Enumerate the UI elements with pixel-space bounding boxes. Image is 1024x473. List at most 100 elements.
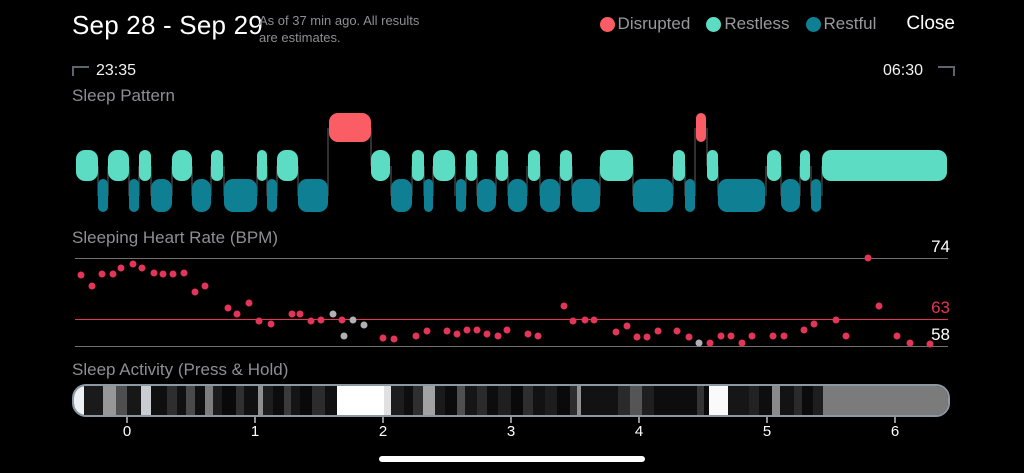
sleep-segment-restful [685,179,695,212]
hr-dot [727,332,735,340]
date-range-title: Sep 28 - Sep 29 [72,10,263,40]
activity-band [311,386,325,415]
activity-band [772,386,781,415]
hr-dot [443,327,451,335]
hr-dot-gray [695,339,703,347]
segment-connector [432,165,435,196]
hr-ref-label-63: 63 [931,297,950,317]
segment-connector [632,165,635,196]
sleep-segment-restless [107,150,129,181]
sleep-pattern-chart [70,108,950,214]
segment-connector [296,165,299,196]
sleep-segment-restless [822,150,948,181]
segment-connector [389,165,392,196]
activity-band [74,386,84,415]
activity-band [618,386,630,415]
segment-connector [559,165,562,196]
legend-item-restful: Restful [805,14,876,34]
hr-dot [191,288,199,296]
legend-label-disrupted: Disrupted [617,14,691,33]
hr-dot-gray [349,316,357,324]
activity-band [697,386,705,415]
sleep-activity-strip[interactable] [72,384,950,417]
activity-band [522,386,534,415]
axis-tick [894,417,896,423]
hr-dot [494,332,502,340]
hr-dot [685,333,693,341]
hr-dot [390,335,398,343]
hr-dot [706,339,714,347]
hr-ref-label-74: 74 [931,237,950,256]
sleep-segment-restless [256,150,268,181]
hr-dot [524,330,532,338]
sleep-segment-restless [707,150,718,181]
activity-band [391,386,404,415]
activity-band [283,386,291,415]
activity-band [486,386,499,415]
activity-band [103,386,116,415]
hr-dot [581,316,589,324]
activity-band [758,386,773,415]
segment-connector [149,165,152,196]
segment-connector [256,165,258,196]
hr-dot [780,332,788,340]
hr-dot [893,332,901,340]
hr-dot [224,304,232,312]
hr-dot [98,270,106,278]
activity-band [324,386,338,415]
hr-ref-line-63 [75,318,948,320]
hr-dot [307,317,315,325]
hr-ref-line-74 [75,258,948,259]
activity-band [235,386,244,415]
hr-dot [623,322,631,330]
sleep-segment-restful [781,179,801,212]
axis-tick [254,417,256,423]
activity-band [403,386,414,415]
segment-connector [137,165,140,196]
activity-band [813,386,824,415]
activity-band [177,386,187,415]
activity-band [641,386,655,415]
sleep-segment-restless [800,150,811,181]
hr-dot [590,316,598,324]
sleep-segment-restful [810,179,821,212]
hr-dot [612,328,620,336]
hr-dot [569,317,577,325]
activity-band [141,386,152,415]
sleep-segment-restful [128,179,139,212]
activity-band [629,386,642,415]
axis-tick [766,417,768,423]
axis-tick-label: 4 [634,423,644,440]
close-button[interactable]: Close [906,13,955,34]
hr-dot [503,326,511,334]
hr-dot [169,270,177,278]
activity-band [151,386,167,415]
segment-connector [171,165,174,196]
segment-connector [209,165,212,196]
sleep-segment-restful [456,179,466,212]
hr-dot [267,320,275,328]
activity-band [533,386,546,415]
hr-dot [463,326,471,334]
legend-item-restless: Restless [706,14,790,34]
activity-band [748,386,759,415]
activity-band [300,386,312,415]
hr-dot [117,264,125,272]
segment-connector [275,165,278,196]
axis-tick [510,417,512,423]
sleep-segment-disrupted [695,113,707,142]
hr-dot [150,269,158,277]
activity-band [727,386,749,415]
activity-band [581,386,619,415]
activity-band [413,386,424,415]
hr-dot [534,332,542,340]
axis-tick-label: 1 [250,423,260,440]
home-indicator[interactable] [379,456,645,462]
activity-band [434,386,445,415]
segment-connector [327,127,330,196]
sleep-segment-restless [466,150,478,181]
segment-connector [570,165,573,196]
sleep-segment-restless [210,150,224,181]
end-time-bracket-icon [938,66,955,76]
activity-band [126,386,142,415]
